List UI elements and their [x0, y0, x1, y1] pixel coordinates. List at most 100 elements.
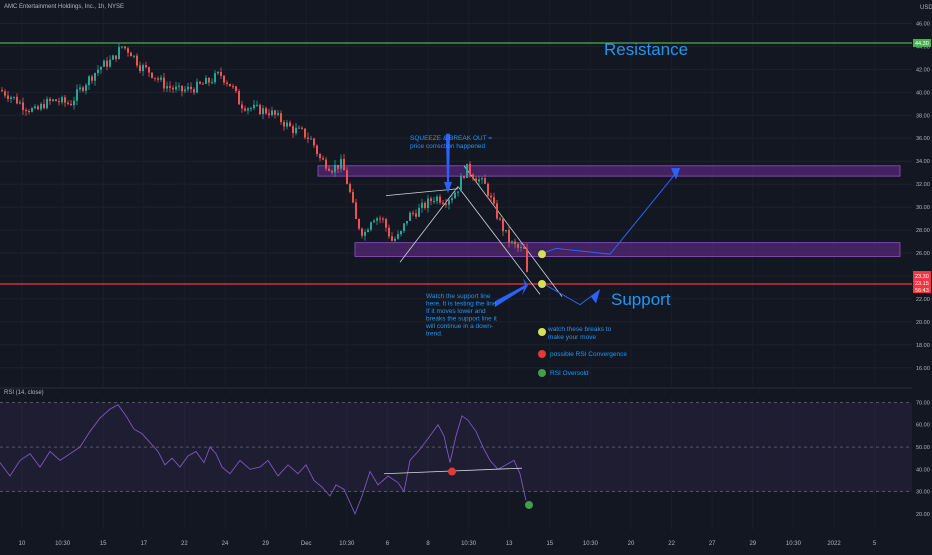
candle-body [208, 77, 210, 83]
candle-body [265, 108, 267, 114]
candle-body [106, 60, 108, 67]
time-tick-label: 10:30 [461, 541, 477, 547]
rsi-title[interactable]: RSI (14, close) [4, 390, 44, 396]
time-tick-label: 8 [426, 541, 430, 547]
candle-body [94, 73, 96, 81]
candle-body [433, 201, 435, 203]
candles [1, 42, 528, 273]
candle-body [133, 55, 135, 57]
candle-body [283, 121, 285, 127]
candle-body [412, 212, 414, 214]
candle-body [130, 52, 132, 57]
time-tick-label: 10:30 [786, 541, 802, 547]
candle-body [430, 198, 432, 202]
candle-body [481, 178, 483, 180]
candle-body [160, 77, 162, 80]
axes: USD16.0018.0020.0022.0024.0026.0028.0030… [19, 0, 932, 550]
candle-body [223, 75, 225, 83]
candle-body [4, 91, 6, 96]
legend-red-dot [538, 350, 546, 358]
time-tick-label: 2022 [827, 541, 841, 547]
price-tick-label: 38.00 [916, 113, 930, 119]
candle-body [319, 153, 321, 159]
channel-lower-line [457, 186, 541, 295]
legend-yellow-text-2: make your move [548, 334, 596, 341]
candle-body [286, 122, 288, 127]
candle-body [505, 230, 507, 232]
time-tick-label: 10:30 [583, 541, 599, 547]
support-text: Support [611, 290, 671, 309]
candle-body [331, 170, 333, 173]
candle-body [463, 176, 465, 178]
candle-body [187, 86, 189, 90]
candle-body [421, 202, 423, 208]
candle-body [229, 83, 231, 87]
candle-body [502, 218, 504, 232]
candle-body [202, 83, 204, 85]
candle-body [118, 47, 120, 60]
candle-body [394, 238, 396, 241]
candle-body [58, 101, 60, 103]
candle-body [298, 127, 300, 129]
candle-body [25, 109, 27, 111]
channel-upper-line [463, 165, 563, 297]
watch-support-text: trend. [426, 331, 443, 338]
candle-body [124, 46, 126, 49]
candle-body [244, 108, 246, 111]
candle-body [307, 137, 309, 139]
candle-body [199, 81, 201, 84]
candle-body [442, 202, 444, 204]
watch-support-text: breaks the support line it [426, 316, 497, 323]
price-tick-label: 32.00 [916, 182, 930, 188]
projected-down-arrowhead [591, 289, 600, 304]
rsi-tick-label: 70.00 [916, 400, 930, 406]
price-tick-label: 34.00 [916, 159, 930, 165]
price-tick-label: 42.00 [916, 67, 930, 73]
candle-body [61, 97, 63, 103]
watch-support-text: here. It is testing the line. [426, 301, 498, 308]
time-tick-label: 22 [668, 541, 675, 547]
candle-body [427, 198, 429, 208]
support-price-badge [913, 271, 931, 294]
candle-body [79, 87, 81, 90]
candle-body [13, 96, 15, 98]
price-tick-label: 36.00 [916, 136, 930, 142]
candle-body [10, 97, 12, 99]
candle-body [34, 106, 36, 109]
candle-body [385, 218, 387, 228]
candle-body [76, 89, 78, 101]
watch-support-text: will continue in a down- [425, 323, 493, 330]
candle-body [343, 158, 345, 171]
candle-body [322, 158, 324, 160]
time-tick-label: 17 [140, 541, 147, 547]
candle-body [349, 184, 351, 192]
price-tick-label: 46.00 [916, 21, 930, 27]
candle-body [43, 104, 45, 109]
candle-body [238, 91, 240, 105]
price-tick-label: 40.00 [916, 90, 930, 96]
annotations: Resistance Support SQUEEZE & BREAK OUT =pr… [410, 40, 688, 377]
candle-body [211, 82, 213, 84]
candle-body [424, 202, 426, 208]
candle-body [46, 98, 48, 109]
legend-green-text: RSI Oversold [550, 370, 589, 377]
candle-body [67, 102, 69, 104]
candle-body [346, 170, 348, 185]
squeeze-text-1: SQUEEZE & BREAK OUT = [410, 135, 492, 142]
candle-body [253, 104, 255, 109]
candle-body [355, 202, 357, 220]
rsi-convergence-dot [448, 467, 456, 476]
symbol-title[interactable]: AMC Entertainment Holdings, Inc., 1h, NY… [4, 4, 125, 10]
time-tick-label: 6 [386, 541, 390, 547]
candle-body [397, 234, 399, 239]
candle-body [496, 203, 498, 219]
price-zones [317, 165, 901, 257]
candle-body [85, 85, 87, 91]
candle-body [7, 95, 9, 99]
candle-body [19, 102, 21, 104]
candle-body [409, 212, 411, 221]
candle-body [511, 241, 513, 243]
candle-body [259, 104, 261, 115]
candle-body [22, 102, 24, 110]
